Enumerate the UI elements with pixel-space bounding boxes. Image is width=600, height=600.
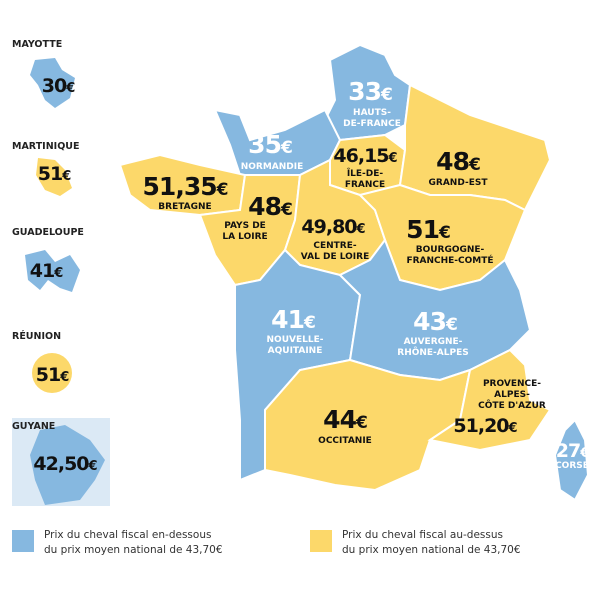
region-name: ALPES- — [494, 390, 530, 400]
region-name: LA LOIRE — [222, 232, 267, 242]
region-name: GRAND-EST — [429, 178, 489, 188]
region-name: NOUVELLE- — [267, 335, 324, 345]
price: 48€ — [248, 192, 292, 221]
region-name: VAL DE LOIRE — [301, 252, 369, 262]
region-name: BOURGOGNE- — [416, 245, 485, 255]
price: 35€ — [248, 130, 292, 159]
price: 43€ — [413, 307, 457, 336]
reunion — [32, 353, 72, 393]
price: 41€ — [271, 305, 315, 334]
overseas-name: MARTINIQUE — [12, 141, 79, 152]
overseas-name: MAYOTTE — [12, 39, 62, 50]
paca — [427, 348, 552, 452]
legend-swatch — [12, 530, 34, 552]
price: 41€ — [30, 260, 63, 282]
price: 51,20€ — [453, 415, 517, 437]
price: 46,15€ — [333, 145, 397, 167]
corse — [553, 418, 590, 502]
guadeloupe — [25, 250, 80, 292]
region-name: RHÔNE-ALPES — [397, 346, 468, 358]
price: 30€ — [42, 75, 75, 97]
overseas-name: GUADELOUPE — [12, 227, 84, 238]
guyane — [30, 425, 105, 505]
region-name: FRANCE — [345, 180, 385, 190]
price: 44€ — [323, 405, 367, 434]
grand-est — [398, 83, 552, 212]
labels: 33€ HAUTS- DE-FRANCE 35€ NORMANDIE 46,15… — [143, 77, 591, 471]
overseas-labels: MAYOTTE 30€ MARTINIQUE 51€ GUADELOUPE 41… — [12, 39, 99, 475]
legend-text: du prix moyen national de 43,70€ — [342, 544, 521, 556]
martinique — [36, 158, 72, 196]
legend: Prix du cheval fiscal en-dessous du prix… — [12, 529, 521, 556]
region-name: CÔTE D'AZUR — [478, 399, 546, 411]
region-name: HAUTS- — [353, 108, 391, 118]
region-name: ÎLE-DE- — [347, 167, 384, 179]
price: 51€ — [38, 163, 71, 185]
price: 51,35€ — [143, 172, 228, 201]
price: 27€ — [556, 440, 589, 462]
price: 42,50€ — [33, 453, 97, 475]
price: 51€ — [36, 364, 69, 386]
region-name: NORMANDIE — [241, 162, 304, 172]
region-name: PAYS DE — [224, 221, 266, 231]
region-name: AQUITAINE — [268, 346, 323, 356]
price: 48€ — [436, 147, 480, 176]
overseas-shapes — [12, 58, 110, 506]
region-name: CORSE — [555, 461, 589, 471]
overseas-name: RÉUNION — [12, 330, 61, 342]
occitanie — [264, 358, 472, 492]
regions — [118, 43, 590, 502]
region-name: AUVERGNE- — [404, 337, 463, 347]
region-name: CENTRE- — [313, 241, 357, 251]
legend-text: Prix du cheval fiscal en-dessous — [44, 529, 211, 541]
price: 51€ — [406, 215, 450, 244]
price: 33€ — [348, 77, 392, 106]
legend-text: Prix du cheval fiscal au-dessus — [342, 529, 503, 541]
region-name: BRETAGNE — [158, 202, 211, 212]
region-name: PROVENCE- — [483, 379, 541, 389]
legend-swatch — [310, 530, 332, 552]
region-name: OCCITANIE — [318, 436, 372, 446]
price: 49,80€ — [301, 216, 365, 238]
mayotte — [30, 58, 75, 108]
overseas-name: GUYANE — [12, 421, 55, 432]
region-name: DE-FRANCE — [343, 119, 401, 129]
legend-text: du prix moyen national de 43,70€ — [44, 544, 223, 556]
region-name: FRANCHE-COMTÉ — [406, 254, 493, 266]
